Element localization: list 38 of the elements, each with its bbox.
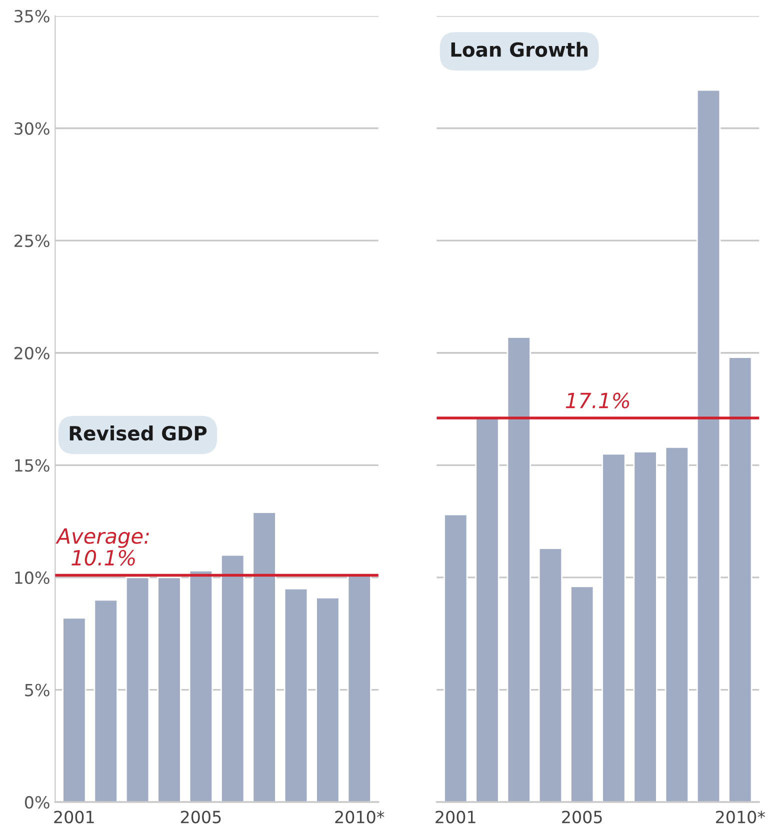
bar: [252, 512, 276, 802]
y-tick-label: 15%: [15, 459, 50, 472]
text: Loan Growth: [451, 42, 588, 57]
ref-line-label: Average: 10.1%: [56, 528, 149, 566]
bar: [94, 599, 118, 802]
bar: [157, 576, 182, 802]
text: Revised GDP: [70, 426, 207, 441]
bar: [633, 450, 658, 802]
bar: [284, 588, 308, 802]
y-tick-label: 25%: [14, 234, 50, 248]
bar: [316, 596, 340, 802]
bar: [347, 574, 372, 802]
bar: [696, 89, 721, 802]
x-tick-label: 2005: [180, 810, 221, 824]
y-tick-label: 30%: [14, 122, 50, 135]
bar: [506, 336, 531, 802]
x-tick-label: 2005: [562, 810, 602, 824]
bar: [444, 514, 468, 802]
bar: [62, 617, 86, 802]
bar: [538, 548, 563, 802]
bar: [125, 576, 150, 802]
bar: [220, 554, 245, 802]
bar: [570, 586, 594, 802]
bar: [728, 356, 752, 802]
bar: [475, 417, 500, 802]
ref-line-label: 17.1%: [566, 392, 630, 408]
x-tick-label: 2001: [54, 810, 94, 824]
y-tick-label: 10%: [15, 571, 50, 584]
bar: [602, 453, 626, 802]
y-tick-label: 20%: [14, 346, 50, 360]
y-tick-label: 0%: [24, 796, 50, 809]
x-tick-label: 2010*: [716, 810, 766, 824]
x-tick-label: 2010*: [335, 810, 384, 824]
bar: [664, 446, 690, 802]
y-tick-label: 35%: [14, 10, 50, 23]
y-tick-label: 5%: [25, 684, 50, 696]
bar: [188, 570, 214, 802]
x-tick-label: 2001: [436, 810, 476, 824]
